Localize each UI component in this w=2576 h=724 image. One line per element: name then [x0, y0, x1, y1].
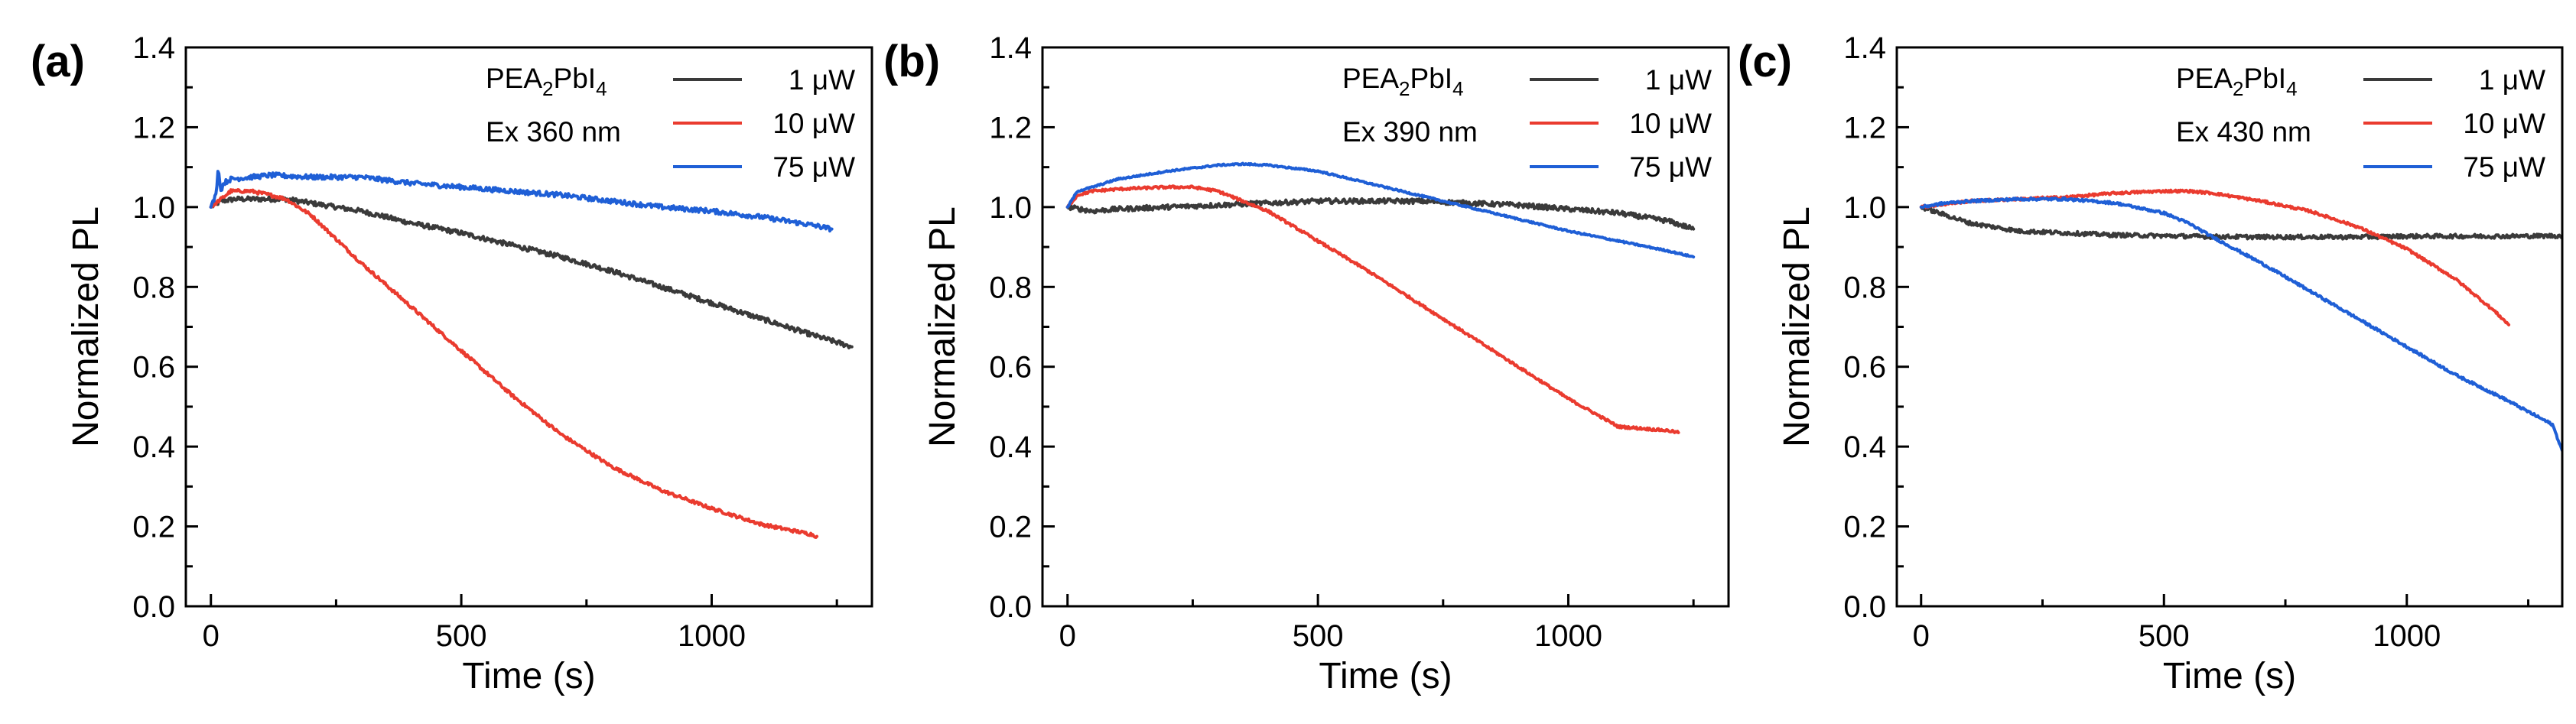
panel-label: (a): [31, 37, 85, 86]
y-tick-label: 0.4: [989, 430, 1032, 464]
y-tick-label: 1.2: [1843, 111, 1886, 144]
x-tick-label: 1000: [678, 619, 746, 653]
y-tick-label: 0.6: [1843, 351, 1886, 385]
series-line-3: [1065, 161, 1696, 259]
panel-label: (c): [1738, 37, 1792, 86]
series-line-1: [1919, 205, 2562, 241]
x-tick-label: 500: [1293, 619, 1344, 653]
x-axis-title: Time (s): [462, 656, 595, 696]
y-tick-label: 0.4: [1843, 430, 1886, 464]
y-axis-title: Normalized PL: [922, 206, 963, 447]
series-line-2: [1065, 184, 1680, 434]
y-tick-label: 1.2: [132, 111, 175, 144]
y-tick-label: 0.2: [989, 511, 1032, 544]
series-line-1: [209, 195, 854, 349]
y-tick-label: 0.8: [1843, 271, 1886, 304]
series-line-3: [1919, 196, 2562, 453]
x-axis-title: Time (s): [1319, 656, 1452, 696]
panel-label: (b): [883, 37, 940, 86]
y-tick-label: 0.6: [989, 351, 1032, 385]
y-tick-label: 1.0: [132, 191, 175, 225]
legend-label-1: 1 μW: [789, 64, 855, 96]
legend-label-1: 1 μW: [2479, 64, 2545, 96]
chart-panel-2: 0.0 0.2 0.4 0.6 0.8 1.0 1.2 1.4 0 500 1000 Time (s)…: [883, 31, 1730, 696]
x-tick-label: 500: [436, 619, 487, 653]
chart-panel-1: 0.0 0.2 0.4 0.6 0.8 1.0 1.2 1.4 0 500 1000 Time (s)…: [31, 31, 873, 696]
y-tick-label: 0.0: [132, 590, 175, 624]
y-tick-label: 1.2: [989, 111, 1032, 144]
chart-panel-3: 0.0 0.2 0.4 0.6 0.8 1.0 1.2 1.4 0 500 1000 Time (s)…: [1738, 31, 2564, 696]
y-tick-label: 0.6: [132, 351, 175, 385]
excitation-label: Ex 430 nm: [2176, 116, 2311, 148]
legend-label-2: 10 μW: [1629, 108, 1712, 139]
legend-label-3: 75 μW: [1629, 151, 1712, 183]
y-tick-label: 0.8: [989, 271, 1032, 304]
excitation-label: Ex 390 nm: [1342, 116, 1478, 148]
y-tick-label: 1.4: [132, 31, 175, 65]
x-tick-label: 1000: [1534, 619, 1602, 653]
x-tick-label: 0: [1059, 619, 1076, 653]
x-tick-label: 1000: [2373, 619, 2441, 653]
y-tick-label: 1.0: [989, 191, 1032, 225]
y-tick-label: 1.4: [989, 31, 1032, 65]
excitation-label: Ex 360 nm: [486, 116, 621, 148]
y-tick-label: 0.0: [1843, 590, 1886, 624]
legend-label-3: 75 μW: [772, 151, 855, 183]
sample-name: PEA2PbI4: [486, 63, 607, 100]
legend-label-3: 75 μW: [2463, 151, 2545, 183]
y-tick-label: 0.0: [989, 590, 1032, 624]
legend-label-2: 10 μW: [2463, 108, 2545, 139]
series-line-2: [209, 188, 818, 539]
x-tick-label: 0: [203, 619, 220, 653]
y-tick-label: 0.8: [132, 271, 175, 304]
x-axis-title: Time (s): [2163, 656, 2296, 696]
y-tick-label: 0.4: [132, 430, 175, 464]
y-tick-label: 0.2: [132, 511, 175, 544]
y-tick-label: 0.2: [1843, 511, 1886, 544]
x-tick-label: 500: [2139, 619, 2190, 653]
series-line-3: [209, 170, 834, 233]
series-line-1: [1065, 196, 1696, 231]
x-tick-label: 0: [1913, 619, 1930, 653]
y-tick-label: 1.0: [1843, 191, 1886, 225]
series-line-2: [1919, 188, 2511, 326]
y-axis-title: Normalized PL: [1777, 206, 1817, 447]
legend-label-2: 10 μW: [772, 108, 855, 139]
y-axis-title: Normalized PL: [66, 206, 106, 447]
sample-name: PEA2PbI4: [1342, 63, 1464, 100]
legend-label-1: 1 μW: [1645, 64, 1712, 96]
sample-name: PEA2PbI4: [2176, 63, 2298, 100]
y-tick-label: 1.4: [1843, 31, 1886, 65]
